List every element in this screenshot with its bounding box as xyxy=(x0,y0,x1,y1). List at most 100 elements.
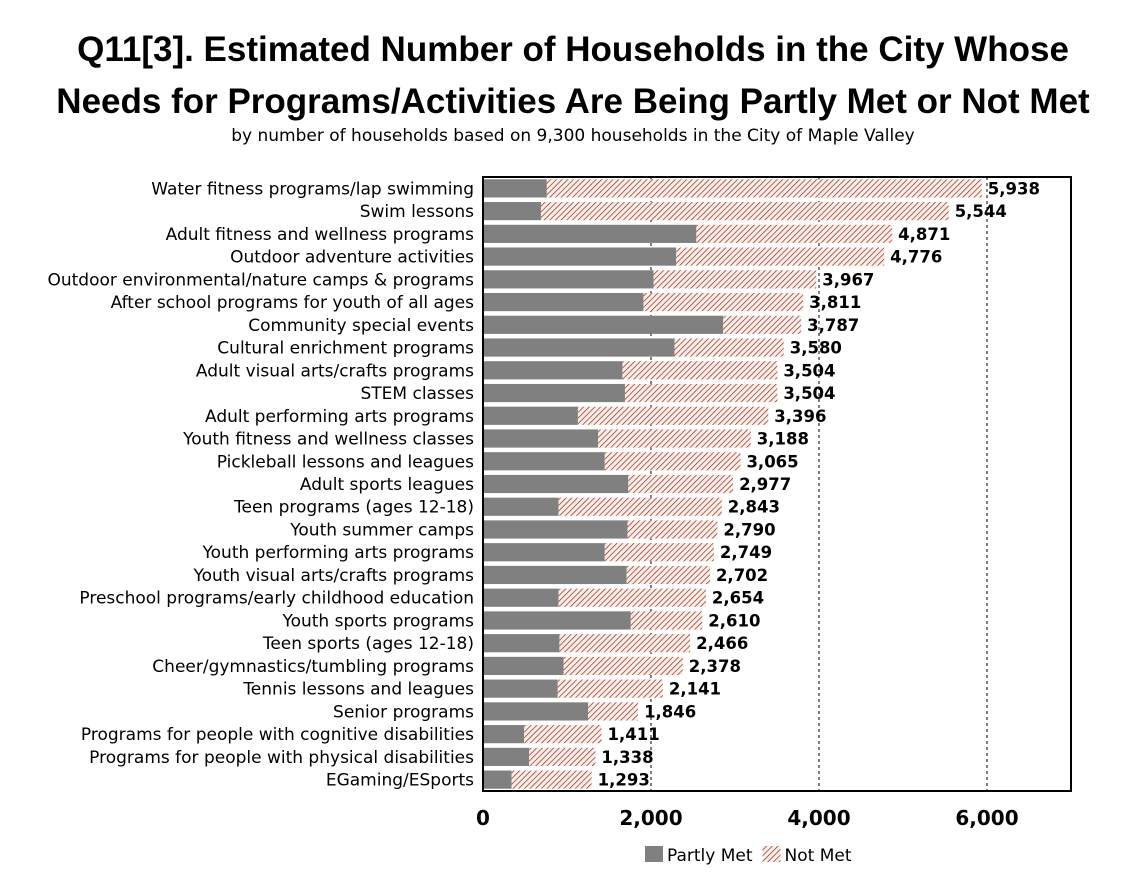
data-label: 3,396 xyxy=(774,407,826,426)
data-label: 2,790 xyxy=(723,520,775,539)
bar-partly-met xyxy=(483,747,530,766)
bar-not-met xyxy=(674,338,784,357)
category-label: Adult performing arts programs xyxy=(205,407,474,427)
bar-not-met xyxy=(577,406,769,425)
category-label: Pickleball lessons and leagues xyxy=(217,452,474,472)
chart-subtitle: by number of households based on 9,300 h… xyxy=(231,126,915,146)
bar-not-met xyxy=(540,202,949,221)
category-label: Programs for people with physical disabi… xyxy=(89,748,474,768)
data-label: 3,580 xyxy=(790,339,842,358)
category-label: Adult fitness and wellness programs xyxy=(166,225,475,245)
bar-partly-met xyxy=(483,588,559,607)
bar-partly-met xyxy=(483,383,625,403)
legend-label-not-met: Not Met xyxy=(785,846,852,866)
data-label: 4,871 xyxy=(898,225,950,244)
bar-not-met xyxy=(529,747,596,766)
data-label: 3,787 xyxy=(807,316,859,335)
bar-not-met xyxy=(598,429,751,448)
data-label: 1,293 xyxy=(598,771,650,790)
bar-not-met xyxy=(558,588,706,607)
bar-not-met xyxy=(557,679,663,698)
category-label: Water fitness programs/lap swimming xyxy=(151,179,474,199)
data-label: 2,610 xyxy=(708,611,760,630)
category-label: After school programs for youth of all a… xyxy=(111,293,475,313)
bar-partly-met xyxy=(483,725,525,744)
category-label: Teen sports (ages 12-18) xyxy=(262,634,474,654)
legend-swatch-partly-met xyxy=(645,846,663,862)
category-label: Outdoor adventure activities xyxy=(230,248,474,268)
bar-not-met xyxy=(696,224,893,243)
category-label: Teen programs (ages 12-18) xyxy=(233,498,474,518)
bar-not-met xyxy=(630,611,703,630)
bar-not-met xyxy=(604,543,714,562)
bar-partly-met xyxy=(483,292,644,312)
bar-partly-met xyxy=(483,338,675,357)
data-label: 4,776 xyxy=(890,248,942,267)
data-label: 5,938 xyxy=(988,179,1040,198)
category-label: Tennis lessons and leagues xyxy=(242,680,474,700)
category-label: Adult sports leagues xyxy=(300,475,474,495)
category-label: Swim lessons xyxy=(360,202,474,222)
data-label: 2,843 xyxy=(728,498,780,517)
bar-partly-met xyxy=(483,247,677,266)
bar-not-met xyxy=(558,497,722,516)
bar-partly-met xyxy=(483,202,541,221)
bar-not-met xyxy=(511,770,592,789)
bar-partly-met xyxy=(483,634,560,653)
data-label: 1,338 xyxy=(601,748,653,767)
data-label: 1,411 xyxy=(608,725,660,744)
bar-not-met xyxy=(628,474,734,494)
data-label: 2,977 xyxy=(739,475,791,494)
bar-partly-met xyxy=(483,224,697,243)
bar-partly-met xyxy=(483,679,558,698)
bar-not-met xyxy=(627,520,718,539)
legend-swatch-not-met xyxy=(762,846,781,862)
chart-title-line1-text: Q11[3]. Estimated Number of Households i… xyxy=(77,30,1069,69)
category-label: Cultural enrichment programs xyxy=(217,339,474,359)
data-label: 3,504 xyxy=(783,361,835,380)
category-label: Adult visual arts/crafts programs xyxy=(196,361,474,381)
x-tick-label: 6,000 xyxy=(955,806,1018,830)
category-label: Youth visual arts/crafts programs xyxy=(192,566,474,586)
bar-not-met xyxy=(723,315,802,334)
category-label: Youth sports programs xyxy=(281,611,474,631)
bar-not-met xyxy=(563,656,683,676)
category-label: Youth fitness and wellness classes xyxy=(182,430,474,450)
bar-partly-met xyxy=(483,520,628,539)
category-label: Outdoor environmental/nature camps & pro… xyxy=(47,270,474,290)
bar-partly-met xyxy=(483,429,599,448)
category-label: Preschool programs/early childhood educa… xyxy=(79,589,474,609)
data-label: 3,504 xyxy=(783,384,835,403)
bar-partly-met xyxy=(483,361,623,380)
bar-not-met xyxy=(588,702,639,721)
data-label: 2,749 xyxy=(720,543,772,562)
data-label: 2,654 xyxy=(712,589,764,608)
plot-area-border xyxy=(482,176,1072,792)
x-tick-label: 2,000 xyxy=(619,806,682,830)
data-label: 3,188 xyxy=(757,430,809,449)
data-label: 3,967 xyxy=(822,270,874,289)
chart-title-line2-text: Needs for Programs/Activities Are Being … xyxy=(56,82,1090,121)
chart-title-line2: Needs for Programs/Activities Are Being … xyxy=(0,80,1146,124)
category-label: Community special events xyxy=(248,316,474,336)
category-label: Cheer/gymnastics/tumbling programs xyxy=(152,657,474,677)
category-label: Youth performing arts programs xyxy=(202,543,475,563)
bar-partly-met xyxy=(483,474,629,494)
data-label: 1,846 xyxy=(644,702,696,721)
bar-partly-met xyxy=(483,565,627,585)
bar-not-met xyxy=(653,270,817,289)
chart-title-line1: Q11[3]. Estimated Number of Households i… xyxy=(0,28,1146,72)
data-label: 2,466 xyxy=(696,634,748,653)
bar-partly-met xyxy=(483,179,547,198)
x-tick-label: 4,000 xyxy=(787,806,850,830)
category-label: Programs for people with cognitive disab… xyxy=(81,725,474,745)
data-label: 2,702 xyxy=(716,566,768,585)
bar-not-met xyxy=(604,452,741,471)
category-label: STEM classes xyxy=(360,384,474,404)
bar-partly-met xyxy=(483,315,724,334)
bar-partly-met xyxy=(483,452,605,471)
data-label: 2,378 xyxy=(689,657,741,676)
category-label: Youth summer camps xyxy=(289,520,474,540)
bar-partly-met xyxy=(483,497,559,516)
